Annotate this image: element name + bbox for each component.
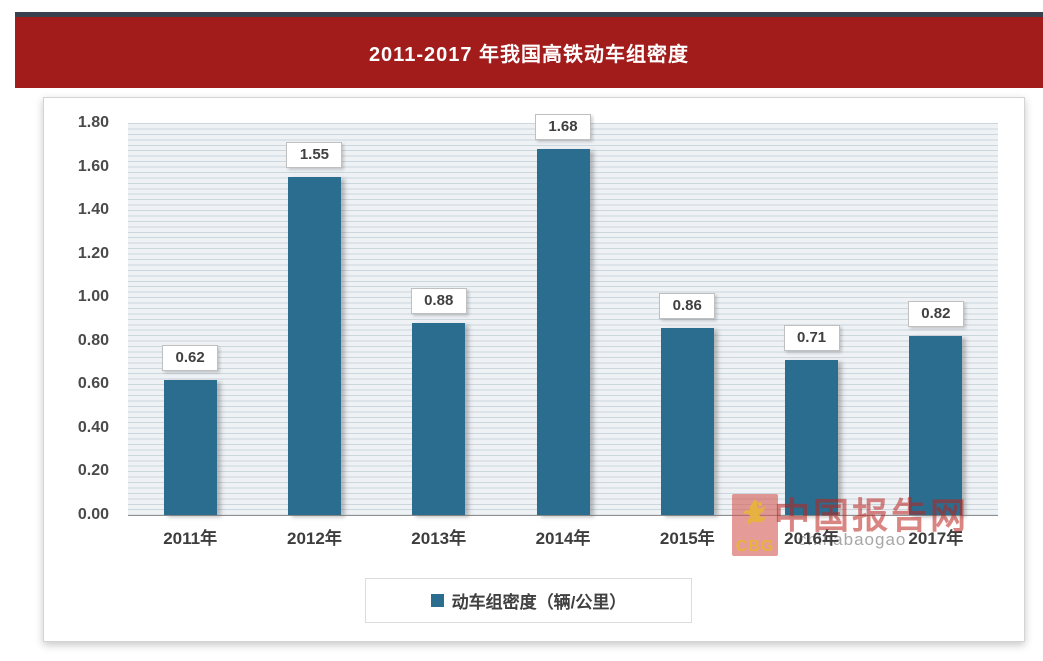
x-axis-label: 2014年 (535, 529, 591, 548)
y-axis-tick-label: 0.20 (77, 462, 109, 480)
y-axis-tick-labels: 1.80 1.60 1.40 1.20 1.00 0.80 0.60 0.40 0.20 0.00 (40, 114, 115, 523)
bar-value-label: 0.62 (162, 344, 219, 371)
y-axis-tick-label: 0.80 (77, 331, 109, 349)
bar-value-label: 0.86 (659, 292, 716, 319)
watermark-logo: CBG (732, 494, 778, 556)
x-axis-label: 2017年 (908, 529, 964, 548)
bar-2015年 (660, 327, 714, 515)
plot-area: 0.62 1.55 0.88 1.68 0.86 0.71 0.82 (128, 114, 998, 516)
bar-value-label: 0.88 (410, 288, 467, 315)
watermark-logo-text: CBG (735, 538, 775, 555)
y-axis-tick-label: 1.80 (77, 114, 109, 131)
y-axis-tick-label: 0.60 (77, 375, 109, 393)
y-axis-tick-label: 1.60 (77, 157, 109, 175)
bar-2014年 (536, 149, 590, 515)
x-axis-labels: 2011年 2012年 2013年 2014年 2015年 2016年 2017年 (128, 524, 998, 550)
bar-value-label: 1.68 (535, 114, 591, 141)
legend-marker-icon (430, 594, 444, 607)
bar-2017年 (909, 336, 963, 515)
chart-title: 2011-2017 年我国高铁动车组密度 (368, 44, 690, 66)
legend: 动车组密度（辆/公里） (365, 578, 692, 623)
chart-title-banner: 2011-2017 年我国高铁动车组密度 (15, 17, 1043, 88)
bar-value-label: 0.82 (907, 301, 964, 328)
x-axis-label: 2013年 (411, 529, 467, 548)
x-axis-label: 2015年 (659, 529, 715, 548)
y-axis-tick-label: 0.00 (77, 506, 109, 523)
top-rule (15, 12, 1043, 17)
y-axis-tick-label: 0.40 (77, 418, 109, 436)
bar-2011年 (163, 379, 217, 515)
watermark-brand-text: 中国报告网 (774, 495, 970, 536)
x-axis-label: 2016年 (784, 529, 839, 548)
phoenix-bird-icon (743, 499, 766, 525)
y-axis-tick-label: 1.40 (77, 201, 109, 219)
bar-2016年 (785, 360, 839, 515)
x-axis-label: 2012年 (287, 529, 342, 548)
x-axis-label: 2011年 (163, 529, 218, 548)
bar-value-label: 0.71 (783, 325, 840, 352)
watermark-domain-text: chinabaogao (798, 530, 907, 549)
bar-2013年 (412, 323, 466, 515)
y-axis-tick-label: 1.20 (77, 244, 109, 262)
bar-2012年 (287, 177, 341, 515)
y-axis-tick-label: 1.00 (77, 288, 109, 306)
bar-value-label: 1.55 (286, 142, 343, 169)
legend-label: 动车组密度（辆/公里） (451, 593, 627, 612)
